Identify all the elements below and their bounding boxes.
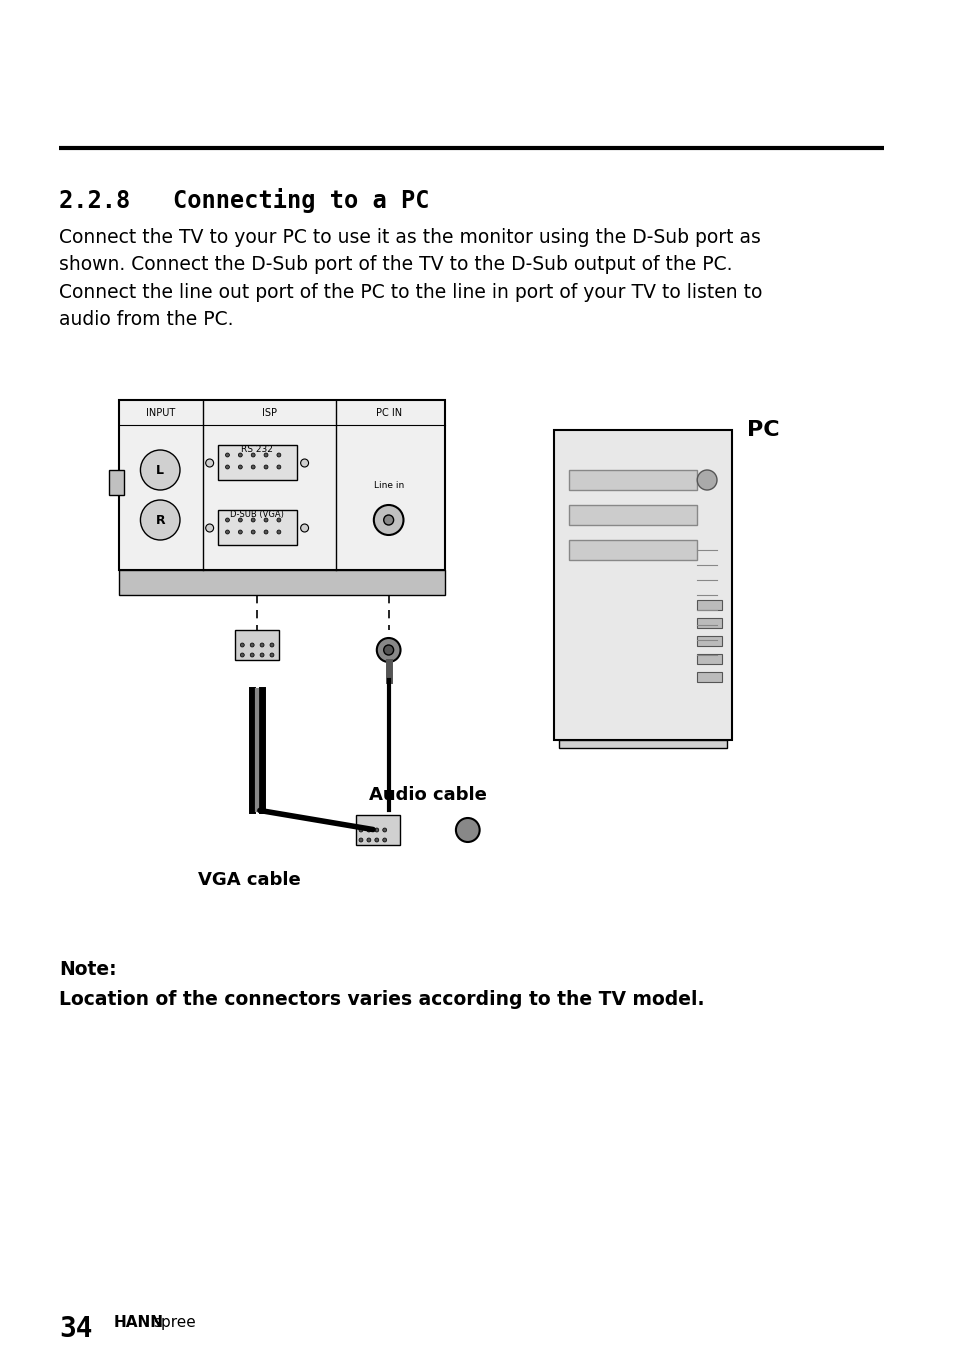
Text: D-SUB (VGA): D-SUB (VGA): [230, 511, 284, 519]
Bar: [568, 470, 697, 489]
Text: 34: 34: [59, 1315, 92, 1343]
Circle shape: [374, 506, 403, 535]
Circle shape: [250, 653, 253, 657]
Circle shape: [358, 838, 362, 842]
Text: Note:: Note:: [59, 960, 117, 979]
Circle shape: [367, 838, 371, 842]
Circle shape: [238, 465, 242, 469]
Bar: [568, 506, 697, 525]
Text: VGA cable: VGA cable: [197, 871, 300, 890]
Bar: [217, 445, 296, 480]
Circle shape: [260, 653, 264, 657]
Bar: [697, 635, 721, 646]
Circle shape: [375, 838, 378, 842]
Text: Line in: Line in: [374, 480, 403, 489]
Circle shape: [206, 458, 213, 466]
Circle shape: [238, 518, 242, 522]
Text: L: L: [156, 464, 164, 476]
Circle shape: [251, 518, 254, 522]
Text: INPUT: INPUT: [146, 408, 174, 418]
Circle shape: [251, 453, 254, 457]
Text: ISP: ISP: [262, 408, 277, 418]
Circle shape: [270, 653, 274, 657]
Bar: [697, 600, 721, 610]
Bar: [568, 539, 697, 560]
Circle shape: [383, 515, 394, 525]
Circle shape: [238, 453, 242, 457]
Text: spree: spree: [153, 1315, 195, 1330]
Circle shape: [300, 458, 308, 466]
Text: R: R: [155, 514, 165, 526]
Circle shape: [358, 827, 362, 831]
Circle shape: [456, 818, 479, 842]
Bar: [697, 654, 721, 664]
Text: Audio cable: Audio cable: [369, 786, 486, 804]
Circle shape: [206, 525, 213, 531]
Text: PC: PC: [746, 420, 779, 439]
Circle shape: [300, 525, 308, 531]
Circle shape: [140, 500, 180, 539]
Bar: [118, 400, 444, 571]
Bar: [235, 630, 278, 660]
Bar: [355, 815, 399, 845]
Circle shape: [367, 827, 371, 831]
Circle shape: [225, 530, 230, 534]
Text: PC IN: PC IN: [375, 408, 401, 418]
Text: HANN: HANN: [113, 1315, 164, 1330]
Bar: [697, 672, 721, 681]
Text: Connect the TV to your PC to use it as the monitor using the D-Sub port as
shown: Connect the TV to your PC to use it as t…: [59, 228, 761, 329]
Circle shape: [376, 638, 400, 662]
Bar: [118, 571, 444, 595]
Circle shape: [264, 518, 268, 522]
Circle shape: [264, 453, 268, 457]
Circle shape: [264, 530, 268, 534]
Circle shape: [225, 453, 230, 457]
Bar: [554, 430, 731, 740]
Circle shape: [276, 518, 280, 522]
Text: 2.2.8   Connecting to a PC: 2.2.8 Connecting to a PC: [59, 188, 430, 214]
Circle shape: [251, 465, 254, 469]
Circle shape: [225, 465, 230, 469]
Circle shape: [382, 827, 386, 831]
Bar: [217, 510, 296, 545]
Circle shape: [260, 644, 264, 648]
Bar: [697, 618, 721, 627]
Circle shape: [276, 453, 280, 457]
Circle shape: [240, 653, 244, 657]
Text: Location of the connectors varies according to the TV model.: Location of the connectors varies accord…: [59, 990, 704, 1009]
Bar: [109, 470, 124, 495]
Circle shape: [238, 530, 242, 534]
Circle shape: [225, 518, 230, 522]
Circle shape: [276, 465, 280, 469]
Circle shape: [251, 530, 254, 534]
Circle shape: [697, 470, 717, 489]
Circle shape: [240, 644, 244, 648]
Bar: [558, 740, 726, 748]
Circle shape: [276, 530, 280, 534]
Circle shape: [383, 645, 394, 654]
Circle shape: [250, 644, 253, 648]
Circle shape: [382, 838, 386, 842]
Circle shape: [270, 644, 274, 648]
Circle shape: [375, 827, 378, 831]
Circle shape: [140, 450, 180, 489]
Text: RS 232: RS 232: [241, 446, 273, 454]
Circle shape: [264, 465, 268, 469]
